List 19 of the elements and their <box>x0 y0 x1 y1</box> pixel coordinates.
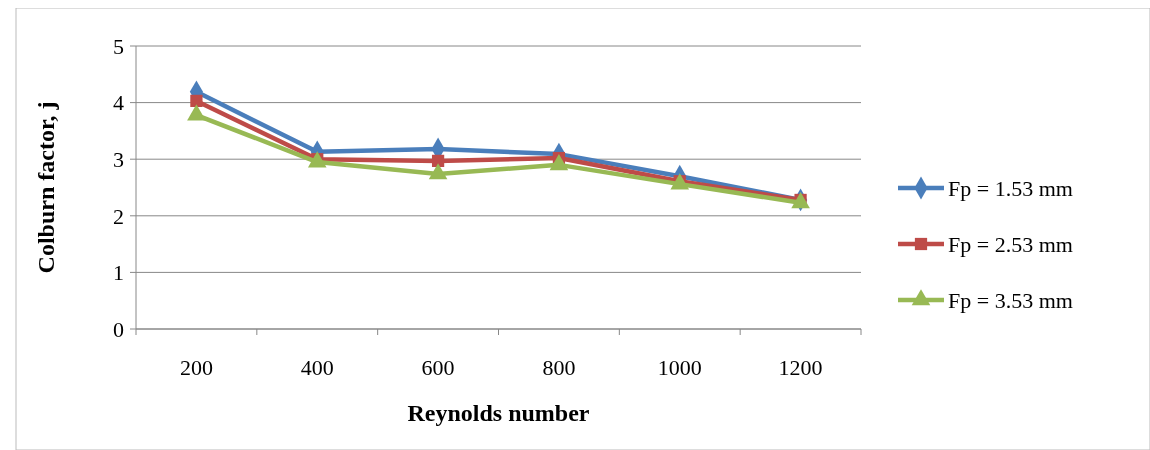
point <box>190 94 203 108</box>
y-tick-label: 0 <box>113 316 124 342</box>
x-tick-label: 1200 <box>778 355 823 380</box>
x-axis-title: Reynolds number <box>407 400 590 426</box>
x-tick-label: 600 <box>421 355 455 380</box>
y-tick-label: 5 <box>113 33 124 59</box>
legend-label: Fp = 2.53 mm <box>948 231 1073 257</box>
point <box>431 154 445 168</box>
x-tick-label: 800 <box>542 355 576 380</box>
y-tick-label: 3 <box>113 146 124 172</box>
y-tick-label: 2 <box>113 203 124 229</box>
x-tick-label: 200 <box>179 355 213 380</box>
y-tick-label: 1 <box>113 260 124 286</box>
legend-label: Fp = 1.53 mm <box>948 175 1073 201</box>
y-axis-title: Colburn factor, j <box>33 101 59 274</box>
x-tick-label: 400 <box>300 355 334 380</box>
y-tick-label: 4 <box>113 90 124 116</box>
x-tick-label: 1000 <box>657 355 702 380</box>
legend-label: Fp = 3.53 mm <box>948 287 1073 313</box>
